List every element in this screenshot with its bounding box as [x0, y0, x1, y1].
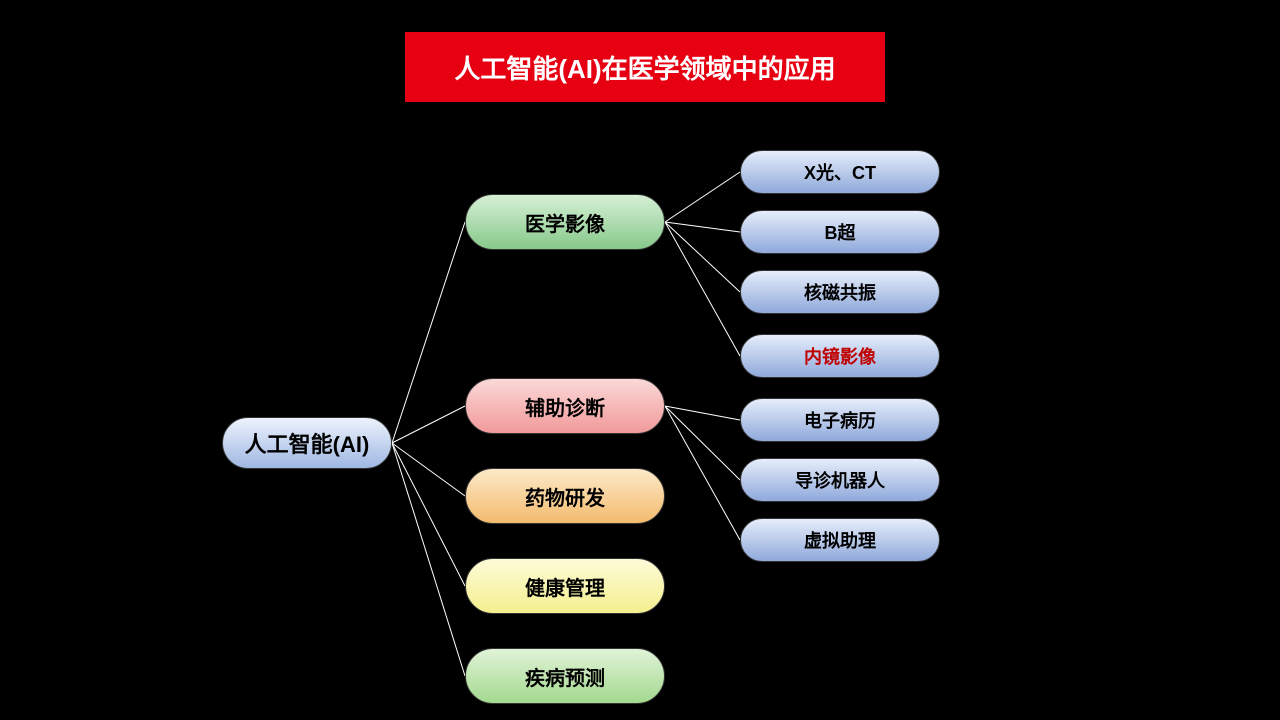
node-label: 疾病预测	[525, 662, 605, 691]
node-root: 人工智能(AI)	[222, 417, 392, 469]
node-label: 内镜影像	[804, 343, 876, 369]
edge-m1-l2	[665, 222, 740, 232]
node-label: 电子病历	[804, 407, 876, 433]
edge-m1-l4	[665, 222, 740, 356]
node-l1: X光、CT	[740, 150, 940, 194]
node-label: 虚拟助理	[804, 527, 876, 553]
edge-m1-l3	[665, 222, 740, 292]
node-l7: 虚拟助理	[740, 518, 940, 562]
node-l5: 电子病历	[740, 398, 940, 442]
edge-m2-l6	[665, 406, 740, 480]
node-m1: 医学影像	[465, 194, 665, 250]
node-label: 健康管理	[525, 572, 605, 601]
node-m3: 药物研发	[465, 468, 665, 524]
node-label: 辅助诊断	[525, 392, 605, 421]
edge-root-m5	[392, 443, 465, 676]
edge-m2-l5	[665, 406, 740, 420]
edge-root-m4	[392, 443, 465, 586]
node-l2: B超	[740, 210, 940, 254]
node-l4: 内镜影像	[740, 334, 940, 378]
edge-root-m1	[392, 222, 465, 443]
edge-root-m3	[392, 443, 465, 496]
node-l3: 核磁共振	[740, 270, 940, 314]
node-label: 人工智能(AI)	[245, 427, 370, 459]
node-label: 核磁共振	[804, 279, 876, 305]
edge-m2-l7	[665, 406, 740, 540]
node-label: 医学影像	[525, 208, 605, 237]
node-label: 药物研发	[525, 482, 605, 511]
node-m4: 健康管理	[465, 558, 665, 614]
node-m5: 疾病预测	[465, 648, 665, 704]
edge-m1-l1	[665, 172, 740, 222]
node-label: B超	[825, 219, 856, 245]
edge-root-m2	[392, 406, 465, 443]
node-label: 导诊机器人	[795, 467, 885, 493]
title-text: 人工智能(AI)在医学领域中的应用	[454, 49, 835, 86]
title-banner: 人工智能(AI)在医学领域中的应用	[405, 32, 885, 102]
node-m2: 辅助诊断	[465, 378, 665, 434]
node-l6: 导诊机器人	[740, 458, 940, 502]
node-label: X光、CT	[804, 159, 876, 185]
